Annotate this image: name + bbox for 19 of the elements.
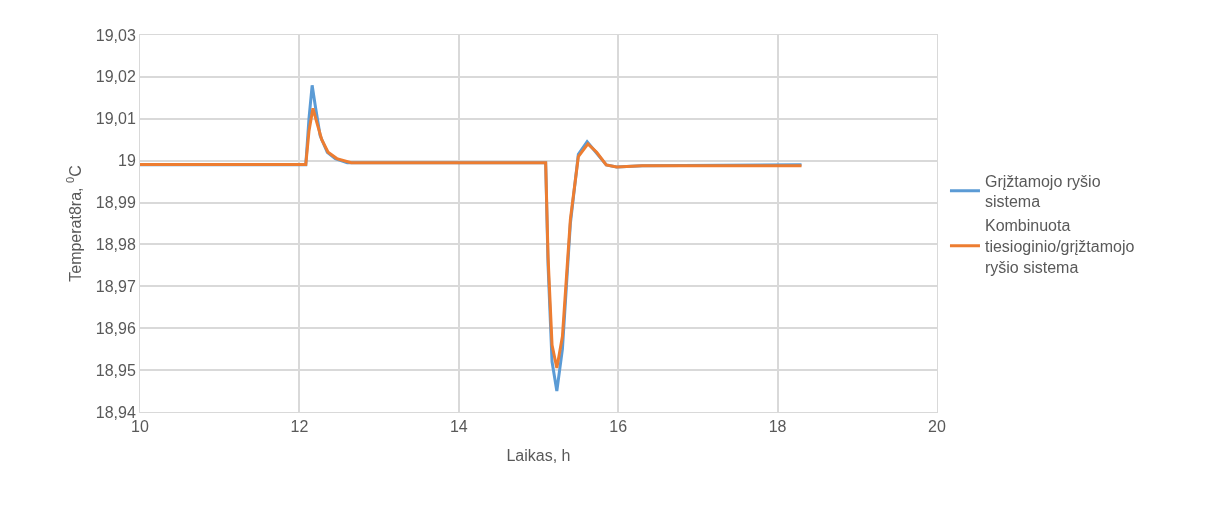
- y-tick-label: 18,98: [95, 236, 136, 254]
- x-tick-label: 20: [928, 418, 946, 436]
- y-tick-label: 18,96: [95, 319, 136, 337]
- x-tick-label: 18: [768, 418, 787, 436]
- legend-label: Kombinuota tiesioginio/grįžtamojo ryšio sistema: [984, 217, 1135, 276]
- y-tick-label: 18,97: [95, 277, 136, 295]
- x-tick-label: 14: [449, 418, 468, 436]
- y-tick-label: 19,02: [95, 68, 136, 86]
- x-tick-label: 10: [131, 418, 149, 436]
- y-tick-label: 19,01: [95, 110, 136, 128]
- x-tick-label: 12: [290, 418, 309, 436]
- y-tick-label: 18,99: [95, 194, 136, 212]
- legend-label: Grįžtamojo ryšio sistema: [984, 172, 1101, 211]
- y-tick-label: 19,03: [95, 26, 136, 44]
- x-axis-title: Laikas, h: [506, 446, 571, 464]
- y-tick-label: 18,95: [95, 361, 136, 379]
- x-tick-label: 16: [609, 418, 628, 436]
- y-tick-label: 18,94: [95, 403, 136, 421]
- y-tick-label: 19: [118, 152, 136, 170]
